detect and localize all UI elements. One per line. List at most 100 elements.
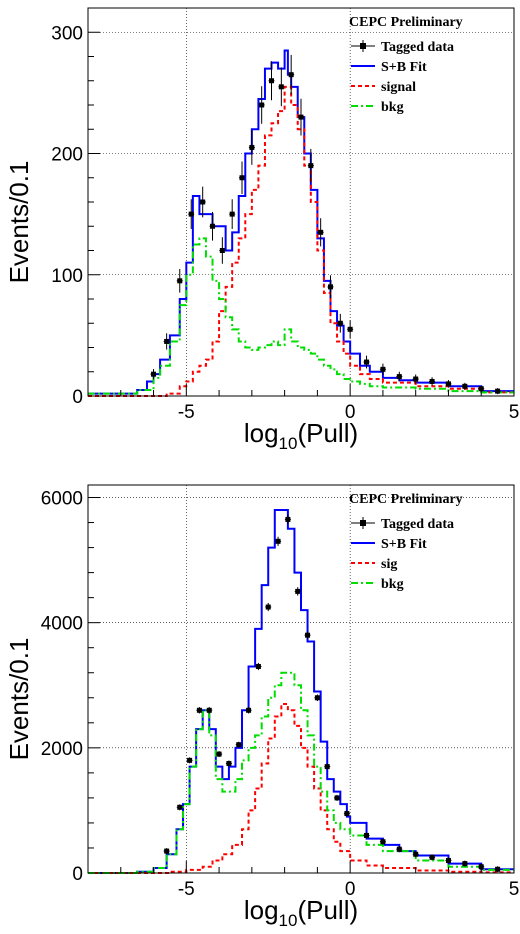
data-point xyxy=(445,857,452,864)
data-point xyxy=(343,810,350,817)
legend-marks xyxy=(351,517,375,584)
data-point xyxy=(209,211,216,241)
legend-label-bkg: bkg xyxy=(381,577,404,592)
data-point xyxy=(216,751,223,758)
series-s-b-fit xyxy=(88,509,514,874)
y-tick-label: 4000 xyxy=(41,614,83,635)
series-sig xyxy=(88,703,514,874)
data-point xyxy=(363,355,370,369)
data-point xyxy=(225,760,232,767)
data-point xyxy=(347,320,354,339)
data-point xyxy=(199,186,206,218)
series-signal xyxy=(88,85,514,397)
data-point xyxy=(288,54,295,95)
data-point xyxy=(494,388,501,395)
x-tick-label: 5 xyxy=(509,879,520,900)
data-point xyxy=(379,363,386,376)
plot-frame xyxy=(87,484,515,874)
y-tick-label: 0 xyxy=(72,864,83,885)
data-point xyxy=(196,707,203,714)
series-bkg xyxy=(88,237,514,395)
y-axis-label: Events/0.1 xyxy=(4,638,34,761)
y-tick-label: 100 xyxy=(51,266,83,287)
legend-label-fit: S+B Fit xyxy=(381,537,427,552)
y-tick-label: 6000 xyxy=(41,489,83,510)
data-point xyxy=(284,514,291,525)
data-point xyxy=(429,377,436,386)
data-point xyxy=(248,130,255,165)
y-tick-label: 2000 xyxy=(41,739,83,760)
axis-ticks: -5 0 5 0 2000 4000 6000 xyxy=(41,489,520,900)
legend: CEPC Preliminary Tagged data S+B Fit sig… xyxy=(349,15,463,115)
data-point xyxy=(412,851,419,858)
data-point xyxy=(150,369,157,380)
data-point xyxy=(163,848,170,855)
x-tick-label: -5 xyxy=(178,402,195,423)
series-layer xyxy=(88,49,514,397)
grid xyxy=(88,485,515,874)
data-point xyxy=(188,199,195,229)
data-point xyxy=(461,382,468,390)
legend: CEPC Preliminary Tagged data S+B Fit sig… xyxy=(349,492,463,592)
x-tick-label: 0 xyxy=(345,402,356,423)
y-axis-label: Events/0.1 xyxy=(4,161,34,284)
data-point xyxy=(494,866,501,873)
legend-label-fit: S+B Fit xyxy=(381,60,427,75)
x-axis-label-main: log xyxy=(244,895,279,925)
legend-marks xyxy=(351,40,375,107)
legend-label-bkg: bkg xyxy=(381,100,404,115)
x-axis-label-tail: (Pull) xyxy=(297,418,358,448)
data-point xyxy=(163,333,170,350)
data-point xyxy=(294,587,301,596)
legend-label-signal: sig xyxy=(381,557,397,572)
data-point xyxy=(327,275,334,299)
data-point xyxy=(396,846,403,853)
x-tick-label: -5 xyxy=(178,879,195,900)
data-points xyxy=(163,514,501,873)
x-axis-label-tail: (Pull) xyxy=(297,895,358,925)
data-point xyxy=(412,374,419,384)
data-point xyxy=(379,838,386,845)
x-axis-label-main: log xyxy=(244,418,279,448)
plot-frame xyxy=(87,7,515,397)
legend-label-signal: signal xyxy=(381,80,416,95)
data-points xyxy=(150,54,501,395)
legend-title: CEPC Preliminary xyxy=(349,15,463,30)
data-point xyxy=(363,832,370,839)
series-bkg xyxy=(88,671,514,874)
legend-label-data: Tagged data xyxy=(381,40,454,55)
data-point xyxy=(229,199,236,229)
x-tick-label: 0 xyxy=(345,879,356,900)
data-point xyxy=(235,741,242,748)
data-point xyxy=(314,694,321,702)
legend-label-data: Tagged data xyxy=(381,517,454,532)
data-point xyxy=(265,602,272,612)
data-point xyxy=(186,757,193,764)
data-point xyxy=(258,86,265,124)
series-layer xyxy=(88,509,514,874)
data-point xyxy=(176,804,183,811)
data-point xyxy=(307,148,314,183)
x-axis-label-subscript: 10 xyxy=(279,434,298,453)
data-point xyxy=(337,313,344,333)
grid xyxy=(88,8,515,397)
y-tick-label: 300 xyxy=(51,23,83,44)
legend-mark-data-marker xyxy=(360,43,366,49)
x-tick-label: 5 xyxy=(509,402,520,423)
data-point xyxy=(429,854,436,861)
data-point xyxy=(219,237,226,264)
x-axis-label-subscript: 10 xyxy=(279,911,298,930)
x-axis-label: log10(Pull) xyxy=(244,895,358,930)
y-tick-label: 200 xyxy=(51,145,83,166)
data-point xyxy=(396,371,403,382)
data-point xyxy=(334,794,341,801)
data-point xyxy=(461,860,468,867)
data-point xyxy=(275,536,282,546)
legend-title: CEPC Preliminary xyxy=(349,492,463,507)
data-point xyxy=(278,67,285,107)
bottom-chart-panel: -5 0 5 0 2000 4000 6000 Events/0.1 log10(Pull)… xyxy=(4,484,520,930)
data-point xyxy=(239,161,246,195)
data-point xyxy=(176,268,183,293)
